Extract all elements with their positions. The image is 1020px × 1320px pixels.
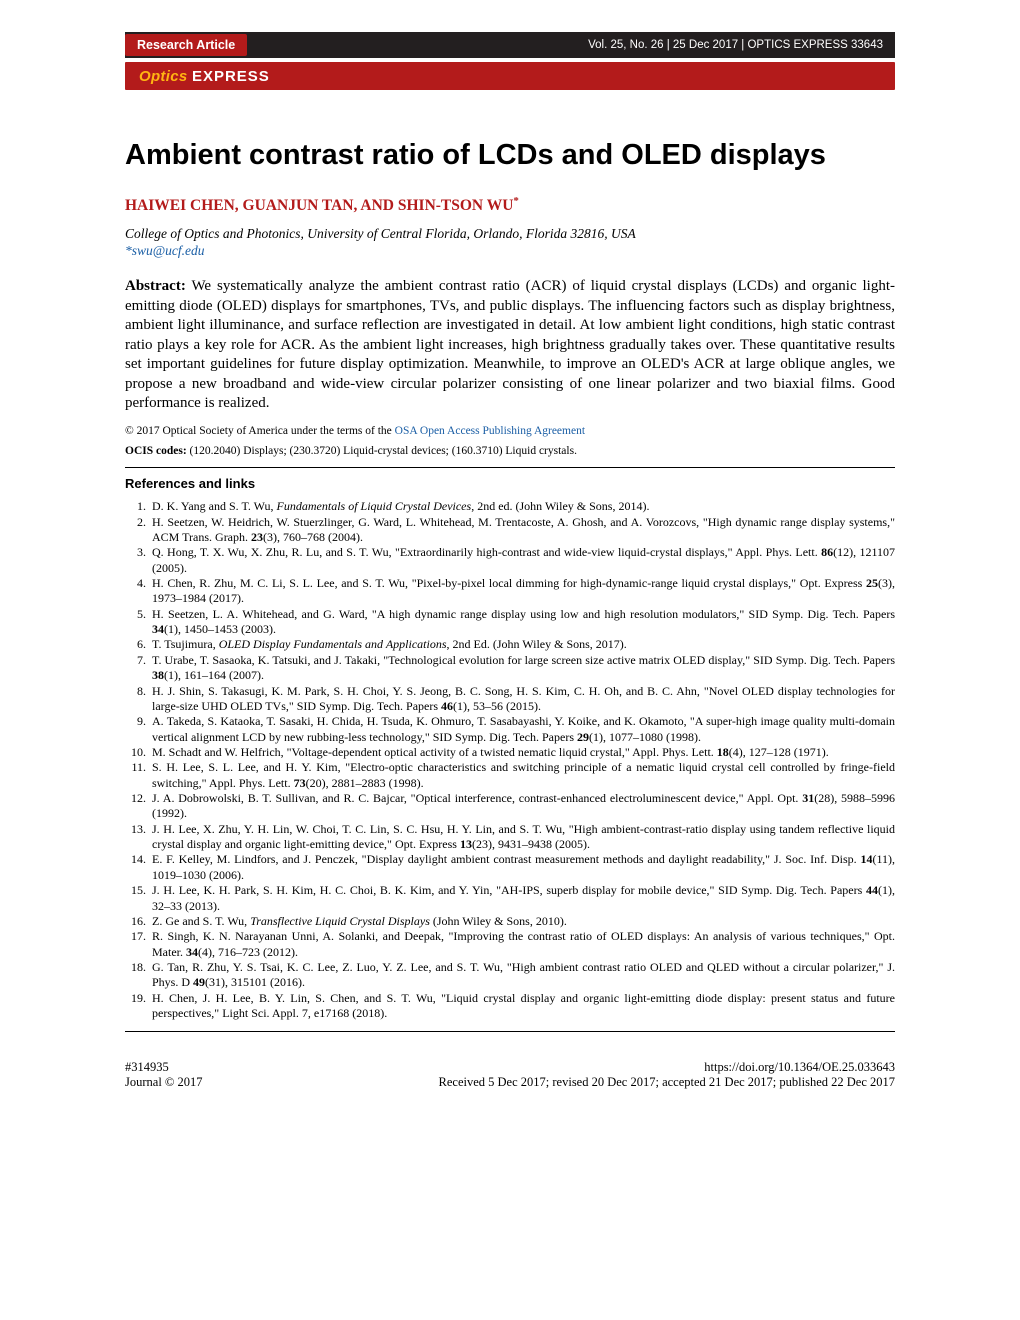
reference-item: J. H. Lee, X. Zhu, Y. H. Lin, W. Choi, T… [149,822,895,853]
abstract-text: We systematically analyze the ambient co… [125,278,895,411]
page: Research Article Vol. 25, No. 26 | 25 De… [0,0,1020,1320]
logo-optics: Optics [139,68,187,85]
reference-item: H. Seetzen, L. A. Whitehead, and G. Ward… [149,607,895,638]
ocis-text: (120.2040) Displays; (230.3720) Liquid-c… [190,445,577,457]
reference-item: D. K. Yang and S. T. Wu, Fundamentals of… [149,499,895,514]
reference-item: G. Tan, R. Zhu, Y. S. Tsai, K. C. Lee, Z… [149,960,895,991]
corresponding-email[interactable]: *swu@ucf.edu [125,243,895,259]
journal-header: Research Article Vol. 25, No. 26 | 25 De… [125,32,895,90]
reference-item: S. H. Lee, S. L. Lee, and H. Y. Kim, "El… [149,760,895,791]
references-list: D. K. Yang and S. T. Wu, Fundamentals of… [125,499,895,1021]
reference-item: H. Seetzen, W. Heidrich, W. Stuerzlinger… [149,515,895,546]
authors: HAIWEI CHEN, GUANJUN TAN, AND SHIN-TSON … [125,195,895,215]
journal-copyright: Journal © 2017 [125,1075,203,1090]
publication-dates: Received 5 Dec 2017; revised 20 Dec 2017… [439,1075,895,1090]
reference-item: J. H. Lee, K. H. Park, S. H. Kim, H. C. … [149,883,895,914]
reference-item: Q. Hong, T. X. Wu, X. Zhu, R. Lu, and S.… [149,545,895,576]
reference-item: H. Chen, R. Zhu, M. C. Li, S. L. Lee, an… [149,576,895,607]
manuscript-id: #314935 [125,1060,169,1075]
copyright-prefix: © 2017 Optical Society of America under … [125,425,395,437]
top-bar: Research Article Vol. 25, No. 26 | 25 De… [125,32,895,58]
reference-item: A. Takeda, S. Kataoka, T. Sasaki, H. Chi… [149,714,895,745]
affiliation: College of Optics and Photonics, Univers… [125,225,895,243]
volume-info: Vol. 25, No. 26 | 25 Dec 2017 | OPTICS E… [588,39,883,51]
abstract-label: Abstract: [125,278,186,294]
reference-item: H. J. Shin, S. Takasugi, K. M. Park, S. … [149,684,895,715]
journal-logo: Optics EXPRESS [139,68,270,85]
footer: #314935 https://doi.org/10.1364/OE.25.03… [125,1060,895,1090]
paper-title: Ambient contrast ratio of LCDs and OLED … [125,138,895,173]
osa-agreement-link[interactable]: OSA Open Access Publishing Agreement [395,425,585,437]
journal-logo-bar: Optics EXPRESS [125,62,895,90]
references-heading: References and links [125,476,895,491]
author-asterisk: * [513,195,519,207]
abstract: Abstract: We systematically analyze the … [125,277,895,414]
ocis-codes: OCIS codes: (120.2040) Displays; (230.37… [125,445,895,457]
copyright-line: © 2017 Optical Society of America under … [125,424,895,440]
logo-express: EXPRESS [192,68,270,85]
reference-item: R. Singh, K. N. Narayanan Unni, A. Solan… [149,929,895,960]
footer-row-1: #314935 https://doi.org/10.1364/OE.25.03… [125,1060,895,1075]
separator-top [125,467,895,468]
research-article-badge: Research Article [125,34,247,56]
author-list: HAIWEI CHEN, GUANJUN TAN, AND SHIN-TSON … [125,197,513,214]
doi-link[interactable]: https://doi.org/10.1364/OE.25.033643 [704,1060,895,1075]
ocis-label: OCIS codes: [125,445,187,457]
reference-item: T. Urabe, T. Sasaoka, K. Tatsuki, and J.… [149,653,895,684]
reference-item: Z. Ge and S. T. Wu, Transflective Liquid… [149,914,895,929]
reference-item: J. A. Dobrowolski, B. T. Sullivan, and R… [149,791,895,822]
footer-row-2: Journal © 2017 Received 5 Dec 2017; revi… [125,1075,895,1090]
reference-item: H. Chen, J. H. Lee, B. Y. Lin, S. Chen, … [149,991,895,1022]
separator-bottom [125,1031,895,1032]
reference-item: M. Schadt and W. Helfrich, "Voltage-depe… [149,745,895,760]
reference-item: E. F. Kelley, M. Lindfors, and J. Pencze… [149,852,895,883]
reference-item: T. Tsujimura, OLED Display Fundamentals … [149,637,895,652]
